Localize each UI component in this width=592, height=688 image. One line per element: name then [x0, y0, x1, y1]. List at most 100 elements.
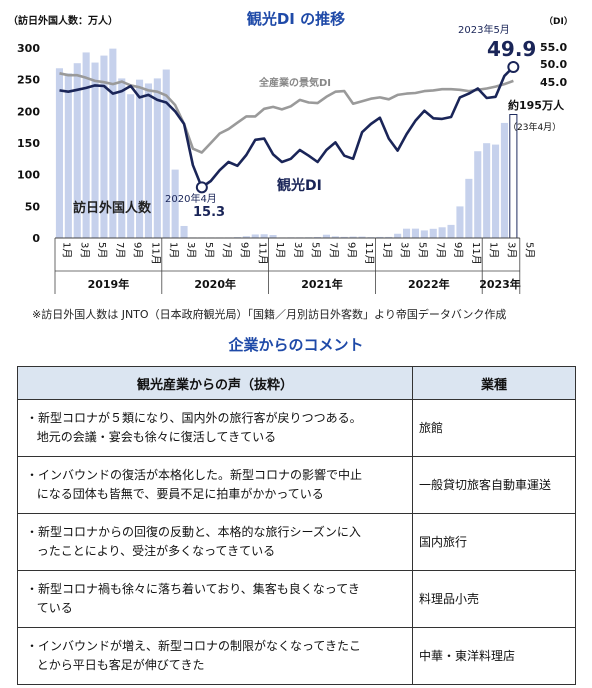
visitor-bar — [162, 69, 170, 239]
comment-line: ・新型コロナ禍も徐々に落ち着いており、集客も良くなってき — [26, 582, 360, 596]
visitor-bar — [429, 228, 437, 238]
industry-cell: 料理品小売 — [412, 570, 576, 628]
left-tick-label: 50 — [25, 200, 41, 213]
visitor-bar — [492, 144, 500, 238]
right-tick-label: 55.0 — [540, 41, 567, 54]
visitor-bar — [64, 73, 72, 238]
comment-line: ている — [36, 601, 73, 615]
visitor-bar — [269, 235, 277, 238]
left-tick-label: 300 — [17, 42, 40, 55]
comment-line: ・新型コロナからの回復の反動と、本格的な旅行シーズンに入 — [26, 525, 361, 539]
left-tick-label: 200 — [17, 105, 40, 118]
comment-cell: ・新型コロナ禍も徐々に落ち着いており、集客も良くなってきている — [17, 570, 413, 628]
low-value-annotation: 15.3 — [193, 205, 225, 220]
month-tick-label: 3月 — [505, 242, 517, 258]
visitor-bar — [474, 151, 482, 238]
visitor-bar — [118, 78, 126, 239]
year-label: 2020年 — [194, 277, 236, 291]
month-tick-label: 7月 — [434, 242, 446, 258]
tourism-di-line — [59, 66, 515, 189]
visitor-bar — [144, 83, 152, 238]
visitor-bar — [100, 55, 108, 238]
visitor-bar — [394, 233, 402, 238]
month-tick-label: 7月 — [114, 242, 126, 258]
all-industry-di-line — [59, 72, 514, 154]
comment-cell: ・新型コロナからの回復の反動と、本格的な旅行シーズンに入ったことにより、受注が多… — [17, 513, 413, 571]
industry-cell: 国内旅行 — [412, 513, 576, 571]
comment-line: ・インバウンドの復活が本格化した。新型コロナの影響で中止 — [26, 468, 363, 482]
month-tick-label: 7月 — [327, 242, 339, 258]
high-point-marker — [507, 61, 520, 73]
month-tick-label: 5月 — [416, 242, 428, 258]
comment-line: 地元の会議・宴会も徐々に復活してきている — [36, 430, 277, 444]
month-tick-label: 9月 — [132, 242, 144, 258]
right-axis-label: （DI） — [544, 16, 573, 27]
visitor-bar — [411, 228, 419, 238]
low-point-marker — [195, 181, 208, 194]
visitor-bar — [55, 68, 63, 239]
table-header-row: 観光産業からの声（抜粋） 業種 — [17, 366, 576, 400]
visitor-bar — [420, 230, 428, 238]
industry-cell: 旅館 — [412, 399, 576, 457]
visitor-bar — [260, 234, 268, 238]
source-note: ※訪日外国人数は JNTO（日本政府観光局）「国籍／月別訪日外客数」より帝国デー… — [32, 308, 507, 321]
visitor-bar — [322, 234, 330, 238]
visitor-bar — [331, 236, 339, 238]
comment-cell: ・インバウンドの復活が本格化した。新型コロナの影響で中止 になる団体も皆無で、要員… — [17, 456, 413, 514]
visitor-bar — [127, 94, 135, 238]
visitor-bar — [171, 169, 179, 238]
visitor-bar — [109, 48, 117, 239]
table-row: ・新型コロナからの回復の反動と、本格的な旅行シーズンに入ったことにより、受注が多… — [17, 513, 576, 571]
visitor-bar — [242, 236, 250, 238]
comment-cell: ・インバウンドが増え、新型コロナの制限がなくなってきたこ とから平日も客足が伸びて… — [17, 627, 413, 685]
right-tick-label: 45.0 — [540, 76, 567, 89]
bar-peak-date-annotation: （23年4月） — [508, 121, 561, 133]
chart-title: 観光DI の推移 — [246, 10, 346, 28]
month-tick-label: 3月 — [399, 242, 411, 258]
month-tick-label: 1月 — [60, 242, 72, 258]
month-tick-label: 9月 — [238, 242, 250, 258]
month-tick-label: 3月 — [292, 242, 304, 258]
visitor-bar — [91, 62, 99, 238]
month-tick-label: 1月 — [381, 242, 393, 258]
comment-line: とから平日も客足が伸びてきた — [36, 658, 205, 672]
visitor-bar — [483, 143, 491, 238]
industry-cell: 一般貸切旅客自動車運送 — [412, 456, 576, 514]
year-label: 2021年 — [301, 277, 343, 291]
month-tick-label: 5月 — [203, 242, 215, 258]
bar-peak-annotation: 約195万人 — [508, 98, 565, 112]
visitor-bar — [136, 79, 144, 239]
visitor-bar — [403, 228, 411, 238]
visitor-bar — [509, 114, 518, 239]
year-label: 2019年 — [88, 277, 130, 291]
comment-line: ったことにより、受注が多くなってきている — [36, 544, 276, 558]
section-title: 企業からのコメント — [228, 336, 364, 354]
month-tick-label: 11月 — [363, 242, 375, 265]
visitor-bar — [73, 63, 81, 239]
month-tick-label: 3月 — [78, 242, 90, 258]
month-tick-label: 11月 — [149, 242, 161, 265]
left-tick-label: 100 — [17, 169, 40, 182]
month-tick-label: 1月 — [274, 242, 286, 258]
header-voice: 観光産業からの声（抜粋） — [17, 366, 413, 400]
month-tick-label: 9月 — [345, 242, 357, 258]
left-tick-label: 150 — [17, 137, 40, 150]
right-tick-label: 50.0 — [540, 58, 567, 71]
visitor-bar — [349, 236, 357, 238]
month-tick-label: 9月 — [452, 242, 464, 258]
table-row: ・新型コロナ禍も徐々に落ち着いており、集客も良くなってき ている 料理品小売 — [17, 570, 576, 628]
visitor-bar — [500, 122, 508, 238]
year-label: 2022年 — [408, 277, 450, 291]
visitor-bar — [153, 78, 161, 239]
visitor-bar — [438, 227, 446, 238]
high-date-annotation: 2023年5月 — [458, 23, 510, 36]
month-tick-label: 11月 — [470, 242, 482, 265]
left-axis-label: （訪日外国人数：万人） — [8, 14, 118, 27]
month-tick-label: 1月 — [167, 242, 179, 258]
bars-series-label: 訪日外国人数 — [73, 200, 152, 216]
visitor-bar — [385, 236, 393, 238]
visitor-bar — [465, 178, 473, 238]
all-industry-di-label: 全産業の景気DI — [258, 76, 331, 89]
high-value-annotation: 49.9 — [487, 37, 536, 61]
month-tick-label: 3月 — [185, 242, 197, 258]
